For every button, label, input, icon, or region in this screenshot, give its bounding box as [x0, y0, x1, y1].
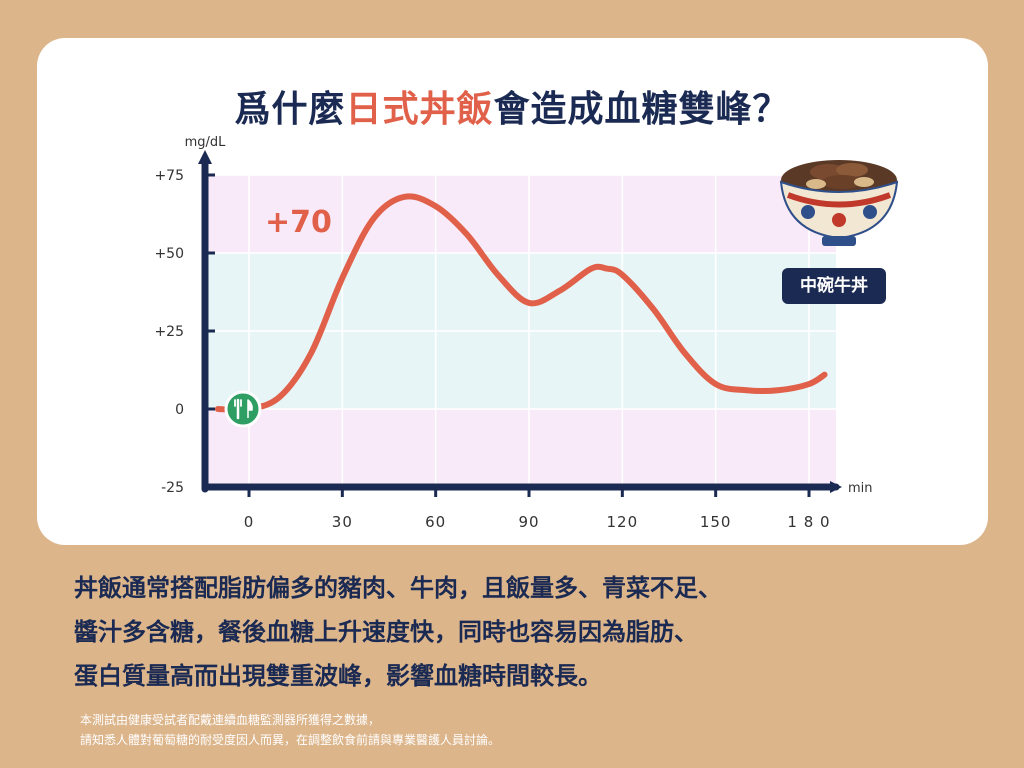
- title-part2: 會造成血糖雙峰？: [493, 89, 790, 130]
- y-tick-label-1: +50: [154, 246, 184, 262]
- x-tick-label-4: 120: [607, 513, 639, 531]
- y-tick-label-2: +25: [154, 324, 184, 340]
- chart-band-2: [205, 409, 836, 487]
- fork-knife-icon: [224, 390, 262, 428]
- x-tick-label-2: 60: [425, 513, 446, 531]
- x-tick-label-0: 0: [244, 513, 255, 531]
- chart-band-0: [205, 175, 836, 253]
- note-line-2: 請知悉人體對葡萄糖的耐受度因人而異，在調整飲食前請與專業醫護人員討論。: [80, 733, 501, 747]
- y-axis-label: mg/dL: [185, 135, 227, 150]
- beef-bowl-icon: [779, 160, 899, 246]
- title-highlight: 日式丼飯: [345, 89, 494, 130]
- x-tick-label-6: 1 8 0: [787, 513, 830, 531]
- body-line-3: 蛋白質量高而出現雙重波峰，影響血糖時間較長。: [74, 662, 602, 690]
- x-tick-label-3: 90: [518, 513, 539, 531]
- disclaimer-note: 本測試由健康受試者配戴連續血糖監測器所獲得之數據， 請知悉人體對葡萄糖的耐受度因…: [80, 710, 960, 750]
- x-tick-label-1: 30: [332, 513, 353, 531]
- x-tick-label-5: 150: [700, 513, 732, 531]
- bowl-label: 中碗牛丼: [782, 268, 886, 304]
- title-part1: 爲什麼: [234, 89, 346, 130]
- y-tick-label-0: +75: [154, 168, 184, 184]
- y-axis-arrow: [198, 150, 212, 164]
- series-line-0: [214, 193, 828, 413]
- page-title: 爲什麼日式丼飯會造成血糖雙峰？: [0, 80, 1024, 132]
- x-axis-label: min: [848, 481, 873, 496]
- x-axis-arrow: [830, 481, 842, 493]
- peak-annotation: +70: [265, 205, 332, 240]
- y-tick-label-4: -25: [161, 480, 184, 496]
- note-line-1: 本測試由健康受試者配戴連續血糖監測器所獲得之數據，: [80, 713, 381, 727]
- body-text: 丼飯通常搭配脂肪偏多的豬肉、牛肉，且飯量多、青菜不足、 醬汁多含糖，餐後血糖上升…: [74, 566, 954, 698]
- y-tick-label-3: 0: [175, 402, 184, 418]
- body-line-1: 丼飯通常搭配脂肪偏多的豬肉、牛肉，且飯量多、青菜不足、: [74, 574, 722, 602]
- body-line-2: 醬汁多含糖，餐後血糖上升速度快，同時也容易因為脂肪、: [74, 618, 698, 646]
